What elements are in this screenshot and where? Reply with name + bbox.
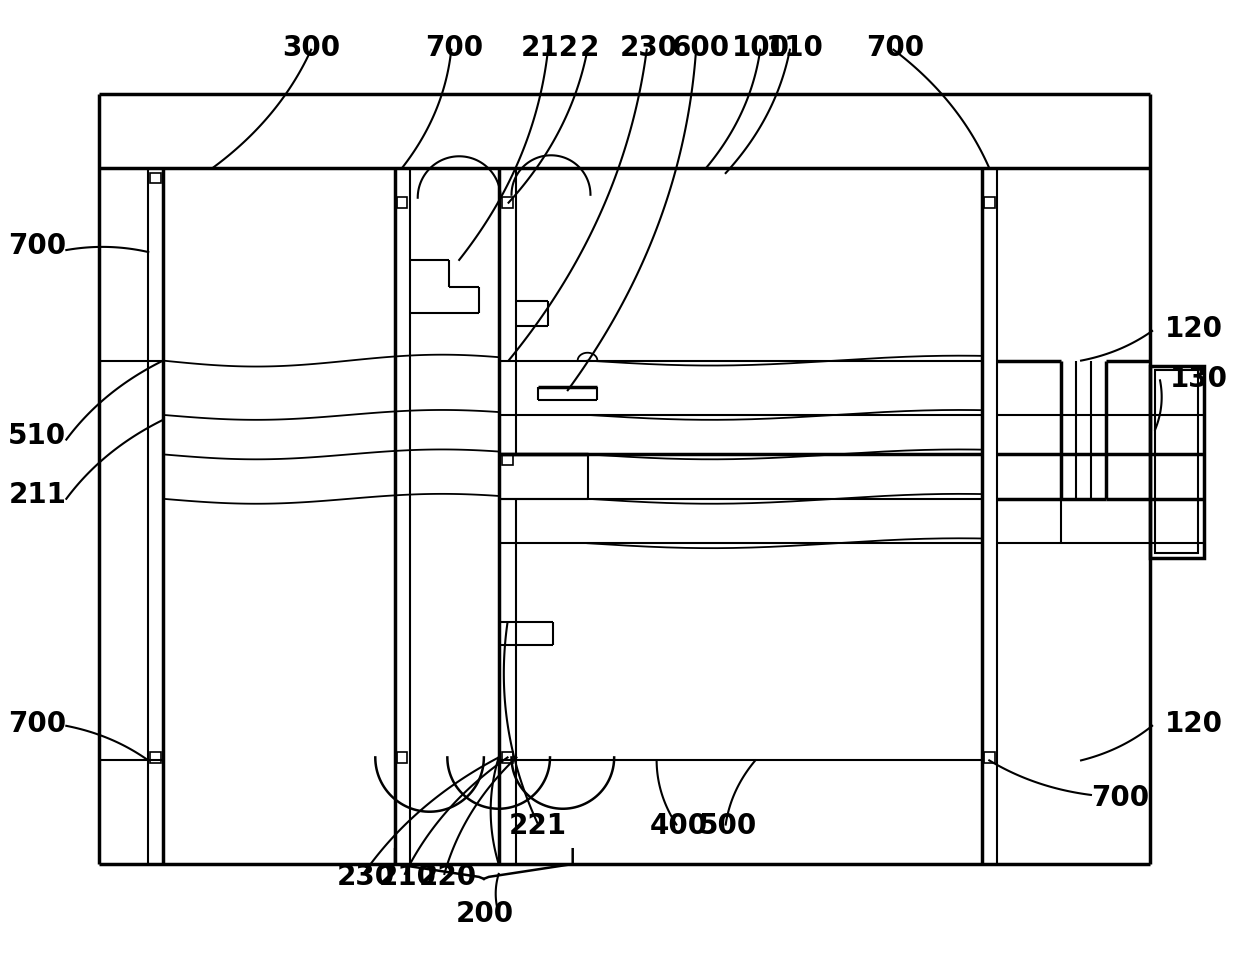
Text: 230: 230 [336,862,394,890]
Text: 700: 700 [425,34,484,62]
Text: 120: 120 [1164,709,1223,737]
Text: 221: 221 [510,811,567,839]
Bar [1156,371,1198,553]
Text: 210: 210 [379,862,436,890]
Bar [983,752,994,763]
Text: 700: 700 [9,232,66,260]
Text: 110: 110 [766,34,823,62]
Text: 500: 500 [698,811,756,839]
Text: 120: 120 [1164,315,1223,343]
Text: 200: 200 [456,899,513,927]
Text: 130: 130 [1169,365,1228,393]
Bar [502,752,513,763]
Bar [150,173,161,184]
Bar [397,752,408,763]
Text: 700: 700 [9,709,66,737]
Bar [397,198,408,209]
Bar [150,752,161,763]
Text: 600: 600 [671,34,729,62]
Text: 2: 2 [580,34,599,62]
Text: 700: 700 [1091,783,1149,811]
Text: 211: 211 [9,481,66,509]
Bar [983,198,994,209]
Text: 700: 700 [867,34,925,62]
Bar [502,454,513,465]
Bar [1151,366,1204,558]
Bar [502,198,513,209]
Text: 400: 400 [650,811,707,839]
Text: 510: 510 [9,422,66,450]
Text: 230: 230 [620,34,678,62]
Text: 220: 220 [418,862,476,890]
Text: 100: 100 [733,34,790,62]
Text: 300: 300 [281,34,340,62]
Text: 212: 212 [521,34,579,62]
